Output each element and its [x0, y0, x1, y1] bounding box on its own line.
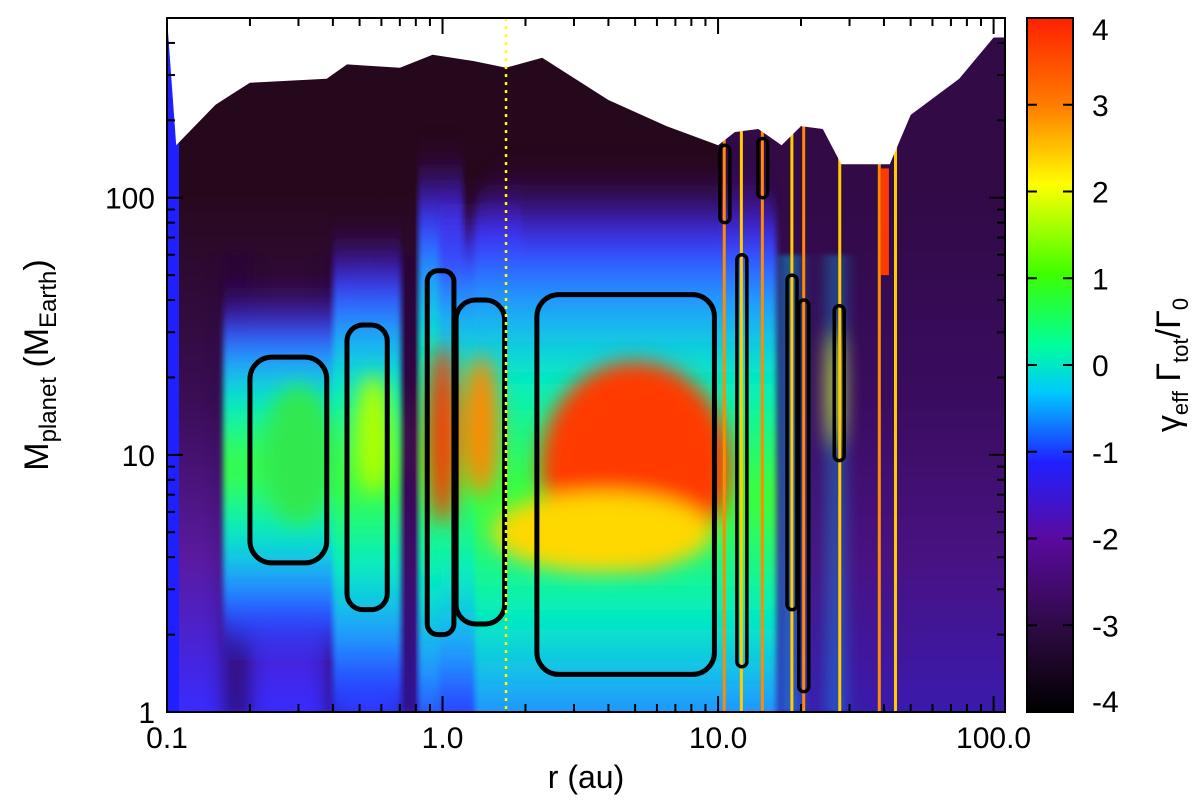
x-axis-title: r (au) [548, 759, 624, 795]
plot-area [167, 18, 1005, 712]
y-tick-label: 100 [105, 183, 155, 216]
zero-contour [785, 273, 799, 612]
colorbar-tick-label: -4 [1092, 686, 1119, 719]
y-axis-ticks: 1 10 100 [105, 17, 1005, 730]
heat-cores [263, 329, 841, 573]
zero-contour [344, 322, 390, 613]
heat-streaks [722, 18, 897, 712]
zero-contour [735, 253, 749, 669]
zero-contours [247, 136, 846, 694]
zero-contour [534, 292, 717, 677]
zero-contour [247, 354, 330, 566]
zero-contour [718, 143, 732, 225]
plot-frame [166, 17, 1006, 713]
colorbar-tick-label: 4 [1092, 14, 1109, 47]
y-tick-label: 1 [138, 697, 155, 730]
zero-contour [755, 136, 770, 200]
upper-boundary-mask [167, 18, 1005, 165]
x-tick-label: 1.0 [422, 722, 464, 755]
colorbar-tick-label: 2 [1092, 177, 1109, 210]
colorbar-tick-label: -1 [1092, 437, 1119, 470]
x-axis-ticks: 0.1 1.0 10.0 100.0 [146, 18, 1031, 755]
zero-contour [832, 304, 846, 463]
x-tick-label: 0.1 [146, 722, 188, 755]
colorbar-tick-label: 1 [1092, 263, 1109, 296]
zero-contour [453, 297, 508, 627]
colorbar-tick-label: -3 [1092, 610, 1119, 643]
zero-contour [797, 298, 811, 694]
colorbar-tick-label: 0 [1092, 350, 1109, 383]
x-tick-label: 100.0 [956, 722, 1031, 755]
colorbar-title: γeff Γtot/Γ0 [1150, 298, 1193, 432]
colorbar-tick-label: -2 [1092, 524, 1119, 557]
x-tick-label: 10.0 [689, 722, 747, 755]
y-axis-title: Mplanet (MEarth) [18, 259, 62, 471]
colorbar-tick-label: 3 [1092, 90, 1109, 123]
colorbar: -4 -3 -2 -1 0 1 2 3 4 γeff Γtot/Γ0 [1026, 14, 1193, 719]
colorbar-ticks: -4 -3 -2 -1 0 1 2 3 4 [1027, 14, 1119, 719]
heat-strip-inner [167, 18, 179, 712]
y-tick-label: 10 [122, 440, 155, 473]
